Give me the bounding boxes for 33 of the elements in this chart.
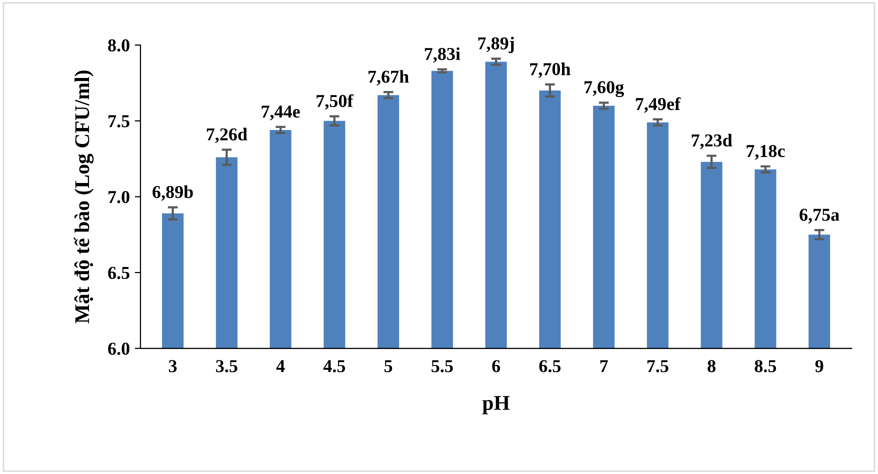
y-tick-label: 7.5 xyxy=(108,115,130,128)
data-label: 7,83i xyxy=(424,47,460,63)
data-label: 7,89j xyxy=(478,36,514,54)
x-tick-label: 4 xyxy=(276,360,285,372)
x-tick-label: 6 xyxy=(492,360,500,372)
x-tick-label: 3 xyxy=(168,360,177,372)
data-label: 7,49ef xyxy=(636,97,681,113)
y-axis-title: Mật độ tế bào (Log CFU/ml) xyxy=(74,70,94,324)
x-tick-label: 5 xyxy=(384,360,392,372)
x-axis-title: pH xyxy=(482,396,510,414)
x-tick-label: 4.5 xyxy=(323,360,346,372)
x-tick-label: 8 xyxy=(708,360,716,372)
data-label: 7,50f xyxy=(316,94,354,110)
y-tick-label: 8.0 xyxy=(108,39,130,52)
data-label: 7,67h xyxy=(368,70,409,86)
data-label: 6,75a xyxy=(800,208,840,224)
data-label: 7,44e xyxy=(262,106,300,120)
x-tick-label: 7.5 xyxy=(647,360,668,372)
y-tick-label: 6.5 xyxy=(108,266,130,280)
x-tick-label: 3.5 xyxy=(216,360,238,372)
x-tick-label: 8.5 xyxy=(754,360,776,372)
x-tick-label: 7 xyxy=(600,360,608,372)
y-tick-label: 7.0 xyxy=(108,190,130,204)
data-label: 7,26d xyxy=(206,128,248,144)
x-tick-label: 9 xyxy=(815,360,824,372)
data-label: 7,23d xyxy=(692,134,732,150)
data-label: 7,70h xyxy=(530,62,570,78)
x-tick-label: 5.5 xyxy=(432,360,453,372)
data-label: 7,60g xyxy=(584,81,624,98)
data-label: 6,89b xyxy=(152,185,193,201)
x-tick-label: 6.5 xyxy=(539,360,561,372)
data-label: 7,18c xyxy=(746,144,785,160)
y-tick-label: 6.0 xyxy=(108,342,130,355)
